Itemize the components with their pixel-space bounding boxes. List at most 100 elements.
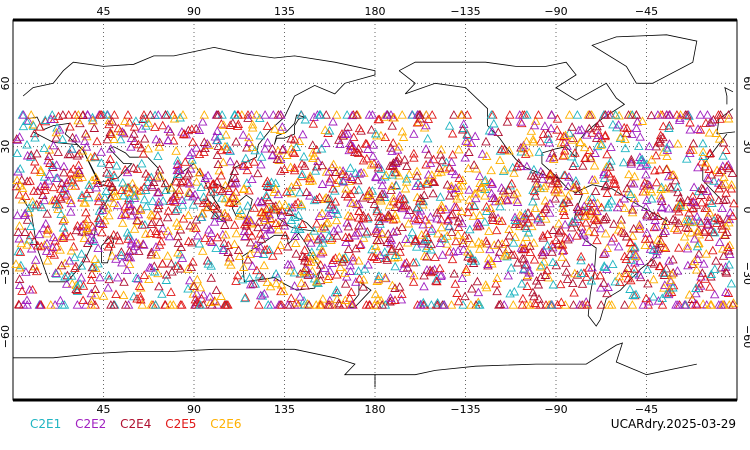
observation-triangle: [97, 227, 107, 237]
observation-triangle: [648, 245, 659, 254]
observation-triangle: [106, 239, 116, 248]
observation-triangle: [575, 206, 585, 216]
observation-triangle: [704, 232, 714, 241]
observation-triangle: [191, 177, 202, 186]
observation-triangle: [432, 213, 442, 223]
observation-triangle: [14, 262, 25, 272]
observation-triangle: [40, 115, 50, 124]
observation-triangle: [599, 262, 610, 272]
observation-triangle: [685, 145, 695, 154]
observation-triangle: [480, 175, 491, 184]
observation-triangle: [446, 210, 456, 220]
observation-triangle: [660, 226, 670, 235]
observation-triangle: [387, 146, 397, 155]
observation-triangle: [469, 160, 479, 169]
lon-tick-top: 180: [365, 5, 386, 18]
observation-triangle: [165, 126, 176, 136]
observation-triangle: [73, 160, 84, 169]
observation-triangle: [457, 273, 468, 283]
observation-triangle: [436, 144, 446, 154]
observation-triangle: [533, 110, 544, 119]
coastline-segment: [13, 348, 376, 388]
observation-triangle: [260, 230, 270, 240]
observation-triangle: [692, 226, 702, 236]
observation-triangle: [386, 246, 397, 255]
observation-triangle: [265, 281, 276, 291]
observation-triangle: [698, 151, 708, 160]
observation-triangle: [155, 171, 165, 180]
observation-triangle: [363, 144, 373, 153]
observation-triangle: [681, 154, 692, 163]
observation-triangle: [475, 178, 485, 187]
observation-triangle: [146, 219, 157, 228]
observation-triangle: [659, 283, 669, 292]
observation-triangle: [105, 127, 115, 137]
observation-triangle: [552, 178, 563, 187]
observation-triangle: [135, 205, 146, 214]
observation-triangle: [202, 198, 213, 207]
observation-triangle: [397, 289, 407, 298]
observation-triangle: [605, 110, 616, 119]
observation-triangle: [255, 290, 266, 300]
observation-triangle: [377, 180, 388, 190]
observation-triangle: [492, 253, 503, 262]
observation-triangle: [242, 165, 253, 175]
observation-triangle: [134, 281, 145, 290]
observation-triangle: [177, 200, 188, 209]
observation-triangle: [153, 268, 163, 278]
observation-triangle: [522, 161, 532, 171]
observation-triangle: [274, 199, 285, 209]
observation-triangle: [442, 179, 453, 189]
observation-triangle: [42, 225, 53, 234]
observation-triangle: [71, 133, 81, 143]
observation-triangle: [122, 251, 132, 261]
observation-triangle: [564, 172, 574, 181]
lon-tick-bottom: 180: [365, 403, 386, 416]
observation-triangle: [625, 189, 636, 199]
observation-triangle: [368, 151, 378, 160]
observation-triangle: [720, 230, 730, 240]
observation-triangle: [625, 284, 635, 293]
observation-triangle: [588, 219, 599, 229]
observation-triangle: [174, 185, 185, 194]
observation-triangle: [582, 300, 593, 309]
observation-triangle: [639, 177, 650, 187]
observation-triangle: [337, 257, 347, 266]
observation-triangle: [407, 110, 418, 119]
observation-triangle: [34, 300, 45, 309]
observation-triangle: [174, 189, 184, 199]
observation-triangle: [635, 256, 645, 266]
observation-triangle: [277, 144, 288, 154]
observation-triangle: [550, 186, 561, 196]
observation-triangle: [542, 240, 553, 250]
observation-triangle: [356, 167, 366, 177]
observation-triangle: [137, 300, 148, 309]
observation-triangle: [170, 206, 181, 215]
observation-triangle: [369, 158, 379, 168]
observation-triangle: [314, 192, 325, 202]
observation-triangle: [268, 149, 278, 159]
observation-triangle: [541, 300, 551, 309]
observation-triangle: [13, 166, 23, 176]
observation-triangle: [653, 296, 664, 305]
observation-triangle: [314, 110, 325, 119]
observation-triangle: [48, 182, 59, 192]
observation-triangle: [190, 294, 201, 304]
observation-triangle: [254, 269, 265, 279]
observation-triangle: [600, 247, 610, 257]
observation-triangle: [427, 170, 437, 179]
observation-triangle: [176, 177, 186, 187]
observation-triangle: [432, 273, 442, 283]
observation-triangle: [655, 130, 666, 140]
observation-triangle: [72, 285, 82, 295]
observation-triangle: [447, 149, 458, 159]
observation-triangle: [67, 181, 77, 190]
observation-triangle: [695, 125, 706, 134]
observation-triangle: [648, 274, 659, 284]
observation-triangle: [260, 110, 270, 119]
observation-triangle: [89, 226, 99, 236]
observation-triangle: [319, 221, 329, 231]
observation-triangle: [256, 152, 267, 161]
observation-triangle: [175, 263, 186, 273]
observation-triangle: [629, 178, 639, 188]
